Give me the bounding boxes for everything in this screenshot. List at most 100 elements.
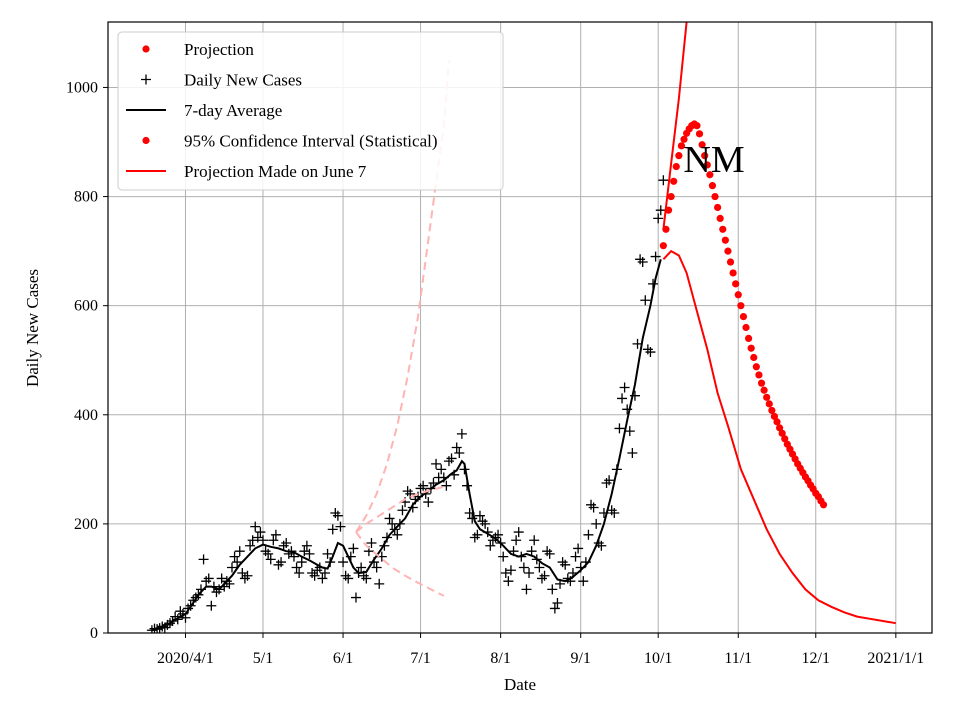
case-marker <box>604 475 615 486</box>
case-marker <box>547 584 558 595</box>
legend-label: 95% Confidence Interval (Statistical) <box>184 132 438 151</box>
case-marker <box>645 347 656 358</box>
case-marker <box>309 570 320 581</box>
projection-dot <box>773 418 781 426</box>
case-marker <box>474 510 485 521</box>
legend-label: 7-day Average <box>184 101 282 120</box>
case-marker <box>658 175 669 186</box>
projection-dot <box>726 258 735 266</box>
case-marker <box>270 529 281 540</box>
case-marker <box>436 464 447 475</box>
x-axis-label: Date <box>504 675 536 694</box>
projection-dot <box>672 162 680 171</box>
y-tick-label: 800 <box>74 189 98 206</box>
projection-dot <box>708 182 717 190</box>
case-marker <box>268 535 279 546</box>
x-tick-label: 7/1 <box>410 650 430 667</box>
case-marker <box>513 527 524 538</box>
case-marker <box>397 505 408 516</box>
projection-dot <box>714 203 722 212</box>
y-tick-label: 400 <box>74 407 98 424</box>
y-tick-label: 600 <box>74 298 98 315</box>
projection-dot <box>739 312 748 321</box>
y-axis-label: Daily New Cases <box>23 269 42 387</box>
case-marker <box>503 576 514 587</box>
legend-label: Projection <box>184 40 254 59</box>
case-marker <box>224 578 235 589</box>
case-marker <box>332 510 343 521</box>
projection-dot <box>737 302 745 310</box>
projection-dot <box>747 344 755 352</box>
case-marker <box>250 521 261 532</box>
case-marker <box>650 251 661 262</box>
case-marker <box>505 565 516 576</box>
y-tick-label: 0 <box>90 625 98 642</box>
projection-dot <box>719 225 727 233</box>
legend-label: Projection Made on June 7 <box>184 162 367 181</box>
case-marker <box>418 480 429 491</box>
case-marker <box>446 453 457 464</box>
projection-dot <box>706 171 714 179</box>
legend-dot-marker <box>142 45 150 53</box>
case-marker <box>518 562 529 573</box>
case-marker <box>294 567 305 578</box>
projection-dot <box>695 130 704 138</box>
case-marker <box>480 518 491 529</box>
legend-entry: 7-day Average <box>126 101 282 120</box>
series-projection-made-on-june-7-lower <box>355 531 445 597</box>
legend-box <box>117 31 504 191</box>
case-marker <box>361 573 372 584</box>
x-tick-label: 5/1 <box>253 650 273 667</box>
case-marker <box>653 213 664 224</box>
series-projection <box>659 120 828 509</box>
legend-plus-marker <box>141 74 151 85</box>
case-marker <box>319 567 330 578</box>
case-marker <box>544 548 555 559</box>
legend: Projection Daily New Cases 7-day Average 95… <box>117 31 504 191</box>
case-marker <box>237 567 248 578</box>
projection-dot <box>763 393 771 401</box>
case-marker <box>467 513 478 524</box>
projection-dot <box>760 386 768 394</box>
projection-dot <box>755 371 763 379</box>
case-marker <box>366 537 377 548</box>
projection-dot <box>768 406 776 415</box>
case-marker <box>206 600 217 611</box>
case-marker <box>627 447 638 458</box>
case-marker <box>560 559 571 570</box>
legend-entry: 95% Confidence Interval (Statistical) <box>142 132 438 151</box>
case-marker <box>299 546 310 557</box>
x-tick-label: 12/1 <box>802 650 830 667</box>
projection-dot <box>770 412 779 421</box>
projection-dot <box>734 291 742 299</box>
y-tick-label: 1000 <box>66 79 98 96</box>
case-marker <box>526 546 537 557</box>
x-tick-label: 11/1 <box>724 650 752 667</box>
case-marker <box>226 562 237 573</box>
projection-dot <box>716 214 724 222</box>
case-marker <box>356 562 367 573</box>
case-marker <box>234 546 245 557</box>
case-marker <box>423 497 434 508</box>
case-marker <box>296 557 307 568</box>
case-marker <box>609 507 620 518</box>
case-marker <box>327 524 338 535</box>
series-7-day-average <box>151 259 662 632</box>
case-marker <box>255 527 266 538</box>
projection-dot <box>742 323 750 332</box>
projection-dot <box>667 192 675 201</box>
axis-ticks: 2020/4/1 5/1 6/1 7/1 8/1 9/1 10/1 11/1 12/1 2021/… <box>66 79 924 667</box>
case-marker <box>498 551 509 562</box>
case-marker <box>640 295 651 306</box>
case-marker <box>614 423 625 434</box>
legend-entry: Daily New Cases <box>141 71 302 90</box>
projection-dot <box>724 247 732 255</box>
case-marker <box>591 518 602 529</box>
case-marker <box>229 551 240 562</box>
series-95-ci-lower <box>662 249 896 625</box>
projection-dot <box>819 501 828 509</box>
projection-dot <box>711 192 719 201</box>
x-tick-label: 8/1 <box>490 650 510 667</box>
x-tick-label: 10/1 <box>644 650 672 667</box>
